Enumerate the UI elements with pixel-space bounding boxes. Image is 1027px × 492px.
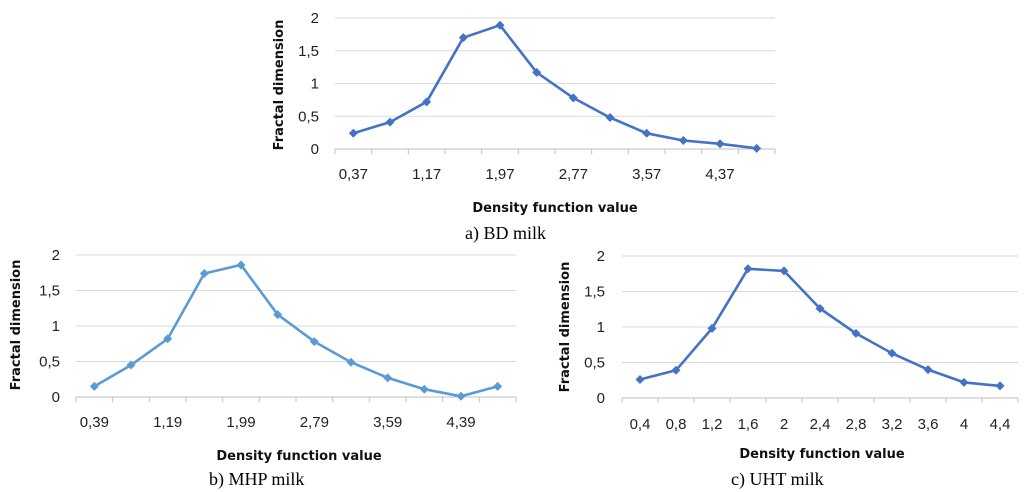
y-axis-title: Fractal dimension — [272, 20, 287, 151]
data-point-marker — [273, 310, 283, 320]
caption-mhp-milk: b) MHP milk — [209, 469, 305, 489]
x-tick-label: 1,97 — [485, 166, 514, 183]
data-point-marker — [707, 323, 717, 333]
data-point-marker — [422, 97, 432, 107]
x-tick-label: 2,79 — [300, 414, 329, 431]
x-axis-title: Density function value — [472, 201, 637, 216]
data-point-marker — [815, 304, 825, 314]
x-tick-label: 1,99 — [226, 414, 255, 431]
data-point-marker — [752, 143, 762, 153]
x-tick-label: 2,4 — [810, 416, 831, 433]
data-point-marker — [163, 334, 173, 344]
chart-bd-milk: 0 0,5 1 1,5 2 0,37 1,17 1,97 2,77 3,57 4,37 Density… — [272, 10, 776, 216]
data-point-marker — [385, 117, 395, 127]
y-tick-label: 1,5 — [298, 43, 319, 60]
y-tick-label: 0 — [52, 389, 60, 406]
data-point-marker — [419, 384, 429, 394]
series-line — [93, 263, 499, 398]
data-point-marker — [126, 360, 136, 370]
caption-uht-milk: c) UHT milk — [731, 469, 824, 489]
data-point-marker — [568, 93, 578, 103]
data-point-marker — [309, 337, 319, 347]
x-tick-label: 1,19 — [153, 414, 182, 431]
x-tick-label: 3,2 — [882, 416, 903, 433]
y-tick-label: 1,5 — [584, 284, 605, 301]
x-tick-label: 4,37 — [705, 166, 734, 183]
y-tick-label: 0,5 — [298, 108, 319, 125]
data-point-marker — [887, 348, 897, 358]
data-point-marker — [851, 328, 861, 338]
data-point-marker — [383, 373, 393, 383]
data-point-marker — [678, 135, 688, 145]
y-tick-label: 1 — [52, 318, 60, 335]
series-line — [352, 23, 757, 150]
data-point-marker — [923, 365, 933, 375]
data-point-marker — [346, 357, 356, 367]
data-point-marker — [236, 260, 246, 270]
y-tick-label: 0,5 — [584, 355, 605, 372]
data-point-marker — [779, 266, 789, 276]
data-point-marker — [348, 128, 358, 138]
caption-bd-milk: a) BD milk — [465, 223, 546, 243]
x-tick-label: 0,39 — [80, 414, 109, 431]
data-point-marker — [495, 20, 505, 30]
data-point-marker — [532, 67, 542, 77]
x-tick-label: 4,4 — [990, 416, 1011, 433]
x-tick-label: 1,2 — [702, 416, 723, 433]
x-tick-label: 3,6 — [918, 416, 939, 433]
y-tick-label: 0,5 — [39, 354, 60, 371]
x-axis-title: Density function value — [216, 449, 381, 464]
x-tick-label: 0,4 — [630, 416, 651, 433]
x-tick-label: 3,59 — [373, 414, 402, 431]
y-tick-label: 1,5 — [39, 283, 60, 300]
x-tick-label: 0,37 — [339, 166, 368, 183]
y-tick-label: 1 — [597, 319, 605, 336]
data-point-marker — [642, 128, 652, 138]
data-point-marker — [458, 33, 468, 43]
data-point-marker — [715, 139, 725, 149]
data-point-marker — [456, 391, 466, 401]
y-tick-label: 0 — [311, 141, 319, 158]
x-tick-label: 2,8 — [846, 416, 867, 433]
x-tick-label: 3,57 — [632, 166, 661, 183]
y-axis-title: Fractal dimension — [9, 260, 24, 391]
data-point-marker — [635, 375, 645, 385]
data-point-marker — [995, 381, 1005, 391]
x-tick-label: 2,77 — [559, 166, 588, 183]
y-axis-title: Fractal dimension — [558, 262, 573, 393]
y-tick-label: 2 — [52, 247, 60, 264]
y-tick-label: 2 — [311, 10, 319, 27]
data-point-marker — [605, 113, 615, 123]
y-tick-label: 0 — [597, 390, 605, 407]
x-tick-label: 0,8 — [666, 416, 687, 433]
data-point-marker — [493, 381, 503, 391]
x-tick-label: 4 — [960, 416, 968, 433]
data-point-marker — [671, 365, 681, 375]
y-tick-label: 2 — [597, 248, 605, 265]
data-point-marker — [89, 381, 99, 391]
x-tick-label: 2 — [780, 416, 788, 433]
chart-uht-milk: 0 0,5 1 1,5 2 0,4 0,8 1,2 1,6 2 2,4 2,8 3,2 3,6 4 4,4 De… — [558, 248, 1019, 462]
data-point-marker — [959, 377, 969, 387]
data-point-marker — [743, 264, 753, 274]
x-tick-label: 4,39 — [446, 414, 475, 431]
x-tick-label: 1,6 — [738, 416, 759, 433]
chart-mhp-milk: 0 0,5 1 1,5 2 0,39 1,19 1,99 2,79 3,59 4,39 Density… — [9, 247, 517, 464]
data-point-marker — [199, 268, 209, 278]
x-axis-title: Density function value — [739, 447, 904, 462]
y-tick-label: 1 — [311, 76, 319, 93]
x-tick-label: 1,17 — [412, 166, 441, 183]
